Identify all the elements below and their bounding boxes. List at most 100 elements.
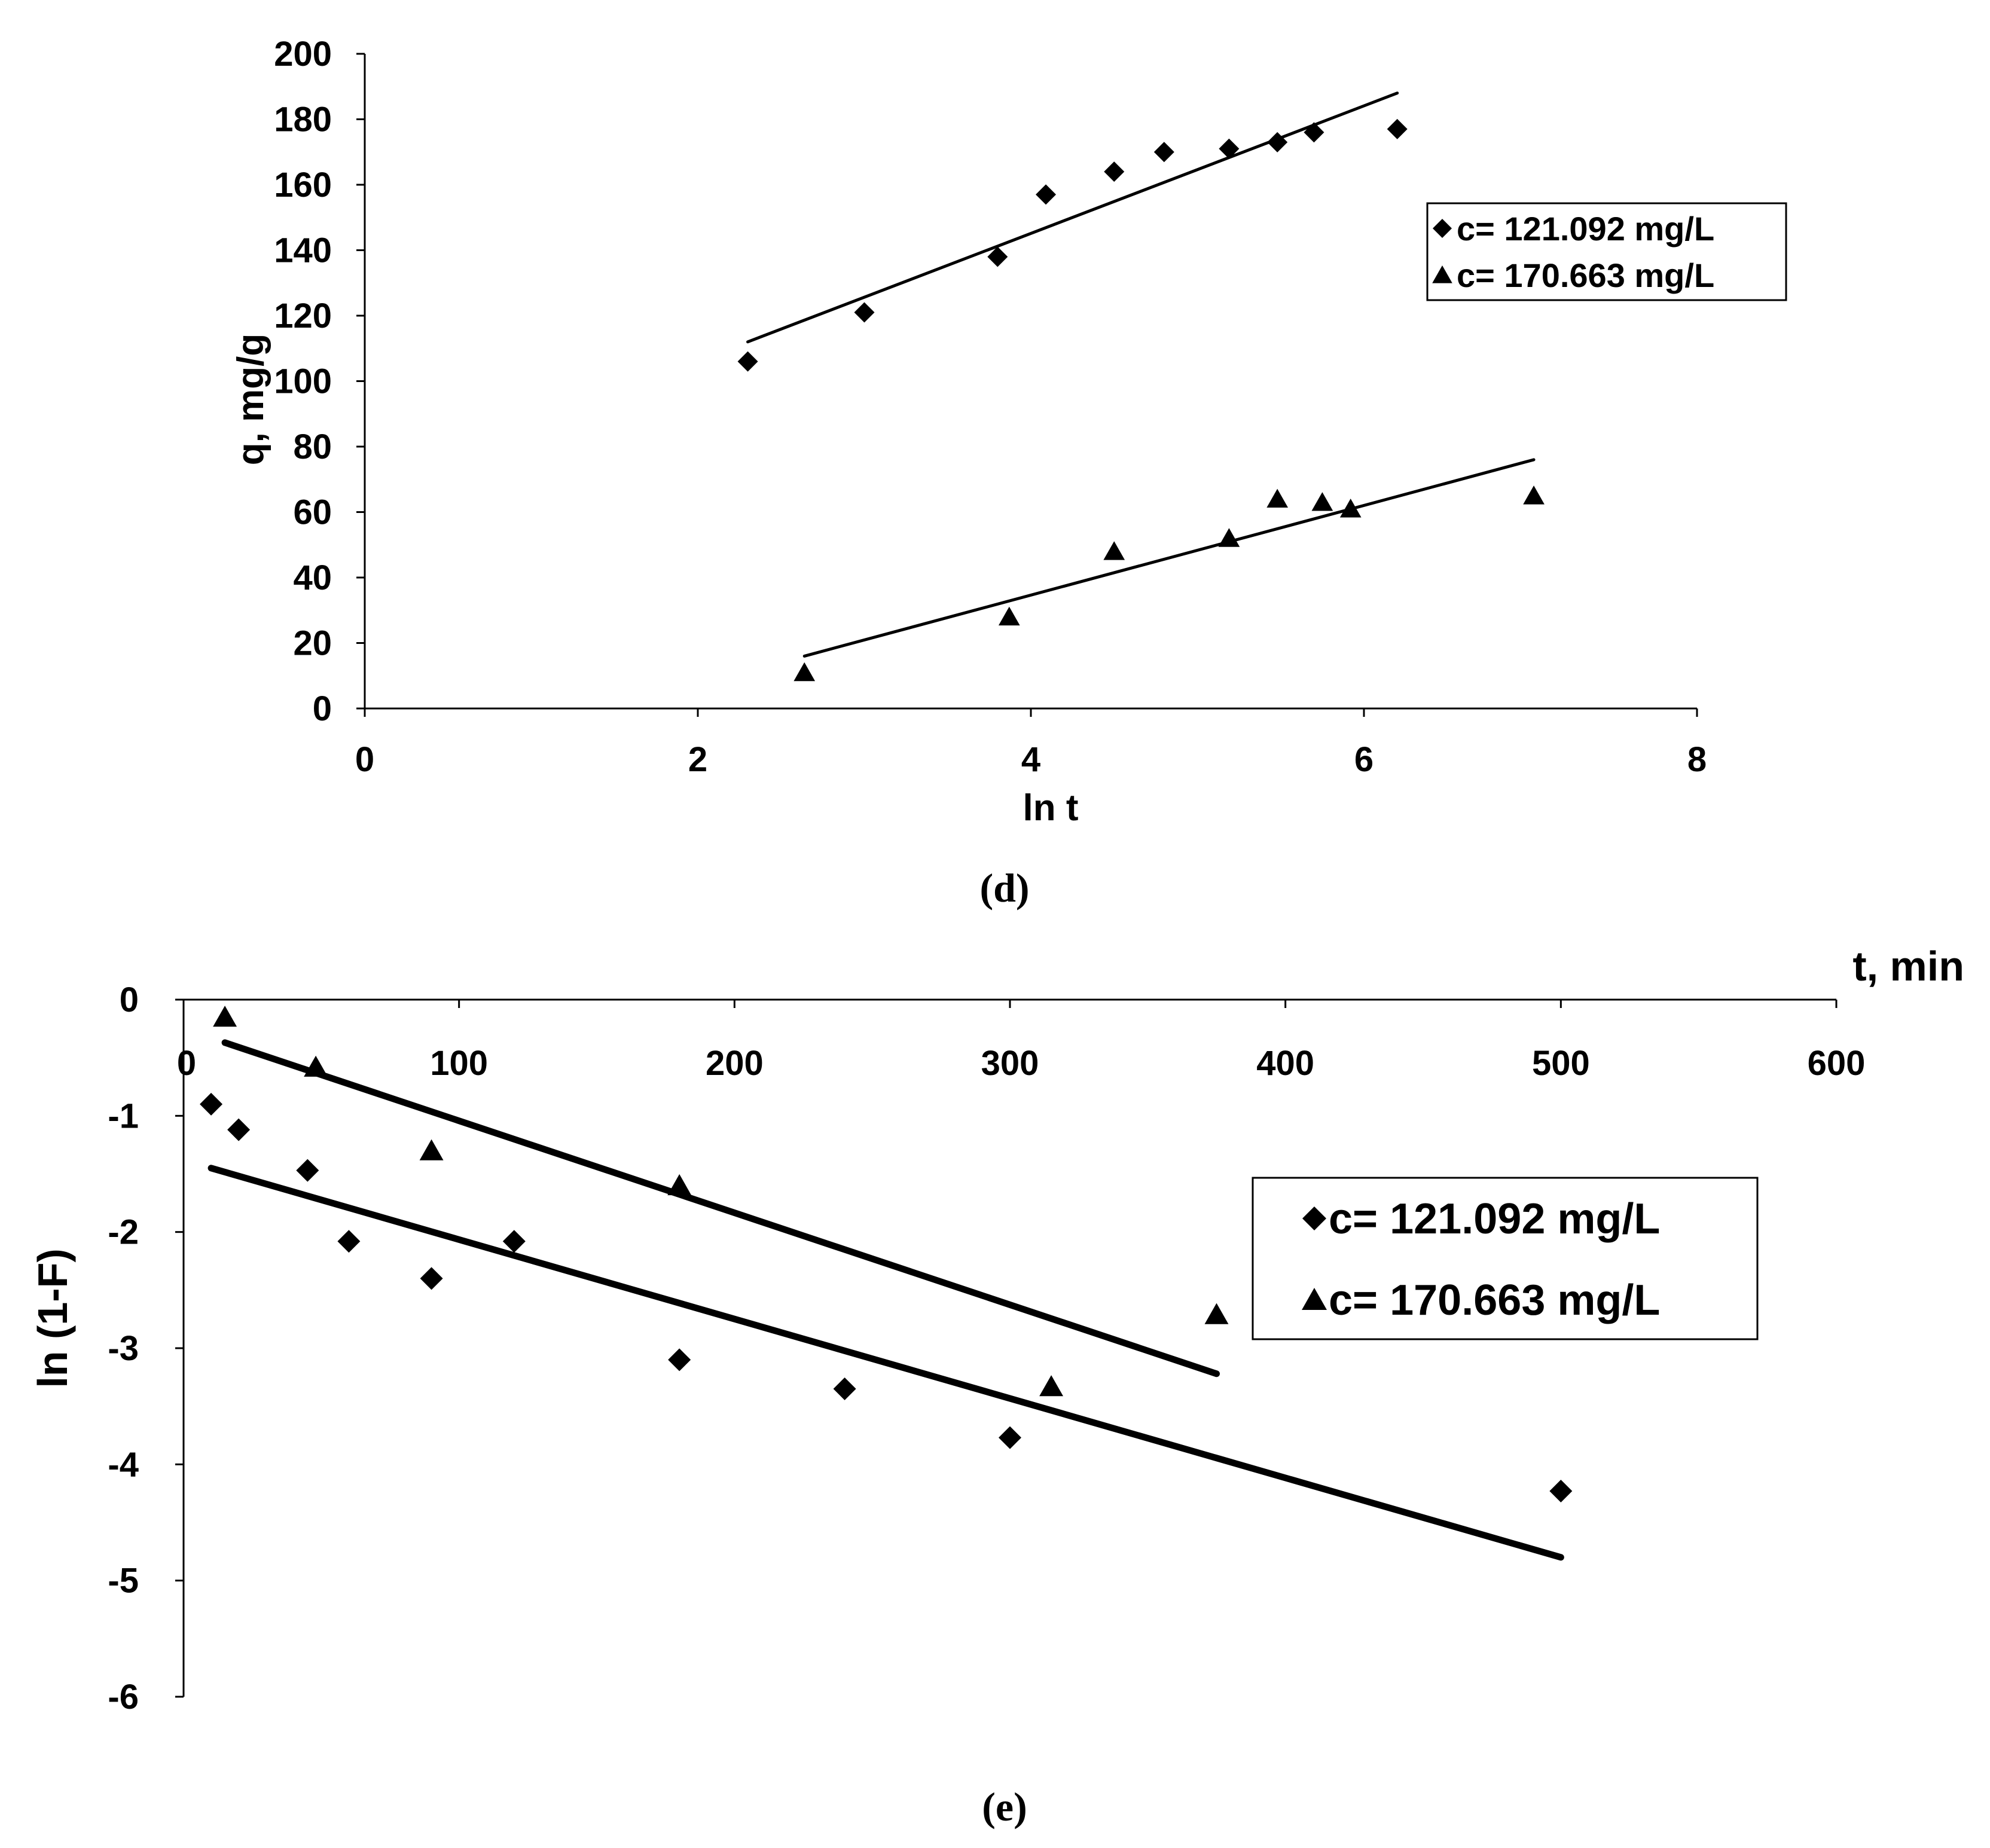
y-tick-label: -3	[108, 1329, 139, 1368]
chart-d-legend-items: c= 121.092 mg/L c= 170.663 mg/L	[1432, 210, 1714, 294]
data-point-diamond	[1153, 142, 1174, 163]
chart-d-x-ticks: 0 2 4 6 8	[355, 708, 1707, 779]
y-tick-label: 200	[274, 35, 332, 74]
chart-d-trendlines	[746, 91, 1536, 658]
data-point-diamond	[1549, 1480, 1573, 1503]
data-point-diamond	[502, 1230, 526, 1253]
x-tick-label: 500	[1532, 1044, 1590, 1083]
data-point-triangle	[1103, 541, 1125, 560]
data-point-triangle	[419, 1139, 444, 1160]
y-tick-label: 100	[274, 362, 332, 401]
legend-label-diamond: c= 121.092 mg/L	[1457, 210, 1714, 248]
data-point-diamond	[1104, 161, 1125, 182]
x-tick-label: 0	[177, 1044, 196, 1083]
data-point-triangle	[667, 1174, 692, 1196]
chart-e-x-axis-label: t, min	[1852, 943, 1964, 989]
chart-d-legend-box	[1426, 202, 1787, 301]
x-tick-label: 600	[1808, 1044, 1866, 1083]
data-point-triangle	[1311, 492, 1333, 511]
y-tick-label: 60	[293, 493, 332, 532]
chart-e-y-ticks: -6 -5 -4 -3 -2 -1 0	[108, 980, 184, 1716]
legend-label-triangle: c= 170.663 mg/L	[1457, 256, 1714, 294]
data-point-triangle	[213, 1006, 237, 1027]
y-tick-label: 180	[274, 100, 332, 139]
data-point-diamond	[1304, 122, 1324, 143]
y-tick-label: -5	[108, 1562, 139, 1600]
y-tick-label: 20	[293, 624, 332, 663]
legend-triangle-icon	[1302, 1288, 1327, 1310]
y-tick-label: 140	[274, 231, 332, 270]
data-point-triangle	[1339, 499, 1362, 518]
y-tick-label: -1	[108, 1096, 139, 1135]
chart-e-caption: (e)	[982, 1784, 1027, 1829]
trendline-triangle	[221, 1039, 1220, 1377]
y-tick-label: 160	[274, 166, 332, 204]
data-point-diamond	[1267, 132, 1288, 152]
data-point-diamond	[1219, 138, 1240, 159]
legend-label-diamond: c= 121.092 mg/L	[1329, 1195, 1660, 1243]
trendline-diamond	[746, 91, 1399, 344]
data-point-triangle	[1266, 488, 1289, 508]
chart-d-points	[737, 118, 1545, 682]
x-tick-label: 0	[355, 740, 374, 779]
data-point-diamond	[999, 1426, 1021, 1449]
legend-label-triangle: c= 170.663 mg/L	[1329, 1276, 1660, 1324]
y-tick-label: 0	[120, 980, 139, 1019]
data-point-triangle	[1204, 1303, 1229, 1324]
chart-e-legend-box	[1252, 1177, 1759, 1340]
legend-diamond-icon	[1302, 1206, 1326, 1230]
x-tick-label: 100	[430, 1044, 488, 1083]
x-tick-label: 6	[1354, 740, 1374, 779]
chart-d-legend: c= 121.092 mg/L c= 170.663 mg/L	[1426, 202, 1787, 301]
legend-diamond-icon	[1433, 219, 1452, 238]
y-tick-label: -4	[108, 1445, 139, 1484]
y-tick-label: 40	[293, 558, 332, 597]
chart-d-y-axis-label: q, mg/g	[230, 334, 271, 465]
chart-e-axes	[182, 998, 1836, 1697]
chart-e-trendlines	[207, 1039, 1564, 1561]
chart-e-y-axis-label: ln (1-F)	[29, 1248, 76, 1388]
chart-e-legend: c= 121.092 mg/L c= 170.663 mg/L	[1252, 1177, 1759, 1340]
y-tick-label: 0	[313, 689, 332, 728]
y-tick-label: -6	[108, 1678, 139, 1716]
x-tick-label: 300	[981, 1044, 1039, 1083]
y-tick-label: -2	[108, 1213, 139, 1252]
data-point-diamond	[1036, 184, 1057, 205]
data-point-triangle	[1218, 528, 1240, 547]
data-point-diamond	[1387, 118, 1408, 139]
chart-e: -6 -5 -4 -3 -2 -1 0 0 100 200 300 400 500 600 t, min…	[29, 943, 1964, 1829]
chart-e-legend-items: c= 121.092 mg/L c= 170.663 mg/L	[1302, 1195, 1660, 1324]
data-point-triangle	[1039, 1375, 1064, 1397]
x-tick-label: 8	[1687, 740, 1707, 779]
data-point-triangle	[1523, 485, 1545, 505]
data-point-triangle	[793, 662, 816, 682]
data-point-diamond	[833, 1377, 856, 1401]
data-point-diamond	[200, 1092, 223, 1116]
y-tick-label: 120	[274, 297, 332, 335]
data-point-diamond	[227, 1118, 251, 1141]
y-tick-label: 80	[293, 427, 332, 466]
x-tick-label: 400	[1256, 1044, 1314, 1083]
data-point-diamond	[854, 302, 875, 323]
chart-d: 0 20 40 60 80 100 120 140 160 180 200 0 2 4 6 8 ln t q…	[230, 35, 1787, 911]
data-point-triangle	[998, 606, 1020, 626]
trendline-triangle	[802, 458, 1536, 658]
chart-d-x-axis-label: ln t	[1023, 787, 1079, 829]
data-point-diamond	[737, 351, 758, 372]
data-point-triangle	[304, 1055, 328, 1077]
trendline-diamond	[207, 1165, 1564, 1561]
x-tick-label: 4	[1021, 740, 1040, 779]
data-point-diamond	[337, 1230, 361, 1253]
legend-triangle-icon	[1432, 265, 1452, 283]
data-point-diamond	[987, 246, 1008, 267]
data-point-diamond	[296, 1159, 319, 1182]
chart-d-axes	[364, 54, 1697, 710]
chart-e-points	[200, 1006, 1573, 1503]
chart-d-caption: (d)	[979, 865, 1029, 911]
x-tick-label: 200	[706, 1044, 764, 1083]
data-point-diamond	[420, 1267, 443, 1290]
chart-e-x-ticks: 0 100 200 300 400 500 600	[177, 1000, 1866, 1083]
x-tick-label: 2	[688, 740, 707, 779]
chart-d-y-ticks: 0 20 40 60 80 100 120 140 160 180 200	[274, 35, 365, 728]
